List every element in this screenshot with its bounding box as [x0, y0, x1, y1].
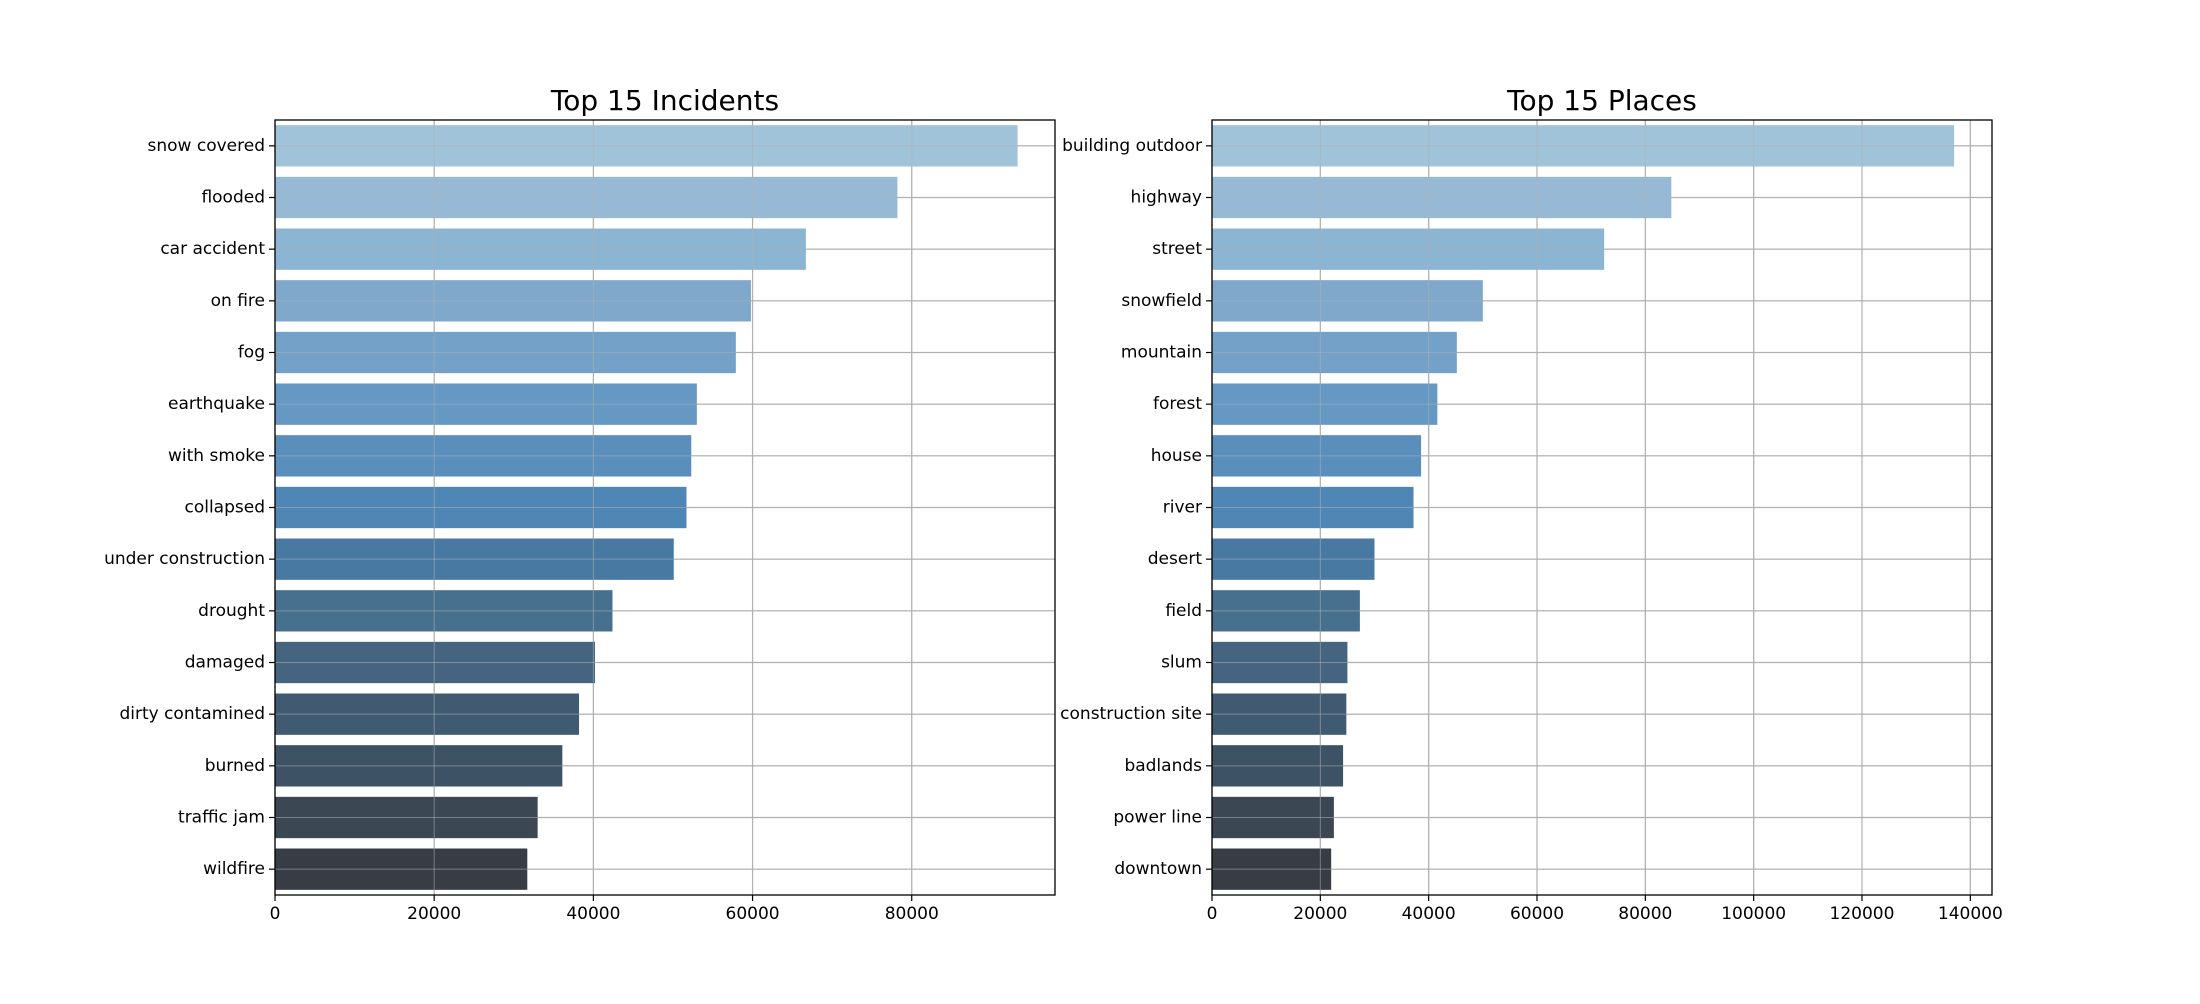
x-tick-label: 120000 — [1830, 904, 1895, 924]
category-label: badlands — [1124, 756, 1202, 776]
category-label: flooded — [201, 188, 265, 208]
category-label: damaged — [185, 653, 265, 673]
category-label: car accident — [160, 239, 265, 259]
chart-title: Top 15 Incidents — [550, 84, 779, 117]
category-label: forest — [1153, 394, 1202, 414]
category-label: house — [1151, 446, 1202, 466]
category-label: snow covered — [148, 136, 265, 156]
category-label: river — [1163, 498, 1202, 518]
chart-panel-1: snow covered flooded car accident on fire fo… — [104, 84, 1056, 924]
category-label: drought — [198, 601, 265, 621]
x-tick-label: 80000 — [1618, 904, 1672, 924]
category-label: building outdoor — [1062, 136, 1202, 156]
category-label: burned — [205, 756, 265, 776]
chart-title: Top 15 Places — [1506, 84, 1697, 117]
x-tick-label: 100000 — [1721, 904, 1786, 924]
category-label: mountain — [1121, 343, 1202, 363]
category-label: street — [1152, 239, 1202, 259]
category-label: on fire — [211, 291, 265, 311]
x-tick-label: 140000 — [1938, 904, 2003, 924]
category-label: snowfield — [1121, 291, 1202, 311]
category-label: construction site — [1060, 704, 1202, 724]
category-label: dirty contamined — [119, 704, 265, 724]
x-tick-label: 40000 — [1402, 904, 1456, 924]
x-tick-label: 0 — [270, 904, 281, 924]
x-tick-label: 20000 — [1293, 904, 1347, 924]
category-label: power line — [1113, 808, 1202, 828]
x-tick-label: 60000 — [726, 904, 780, 924]
category-label: under construction — [104, 549, 265, 569]
category-label: slum — [1161, 653, 1202, 673]
x-tick-label: 40000 — [566, 904, 620, 924]
x-tick-label: 0 — [1207, 904, 1218, 924]
category-label: wildfire — [203, 859, 265, 879]
x-tick-label: 80000 — [885, 904, 939, 924]
x-tick-label: 60000 — [1510, 904, 1564, 924]
category-label: traffic jam — [178, 808, 265, 828]
category-label: earthquake — [168, 394, 265, 414]
category-label: desert — [1148, 549, 1203, 569]
x-tick-label: 20000 — [407, 904, 461, 924]
category-label: field — [1165, 601, 1202, 621]
category-label: downtown — [1114, 859, 1202, 879]
category-label: with smoke — [168, 446, 265, 466]
category-label: collapsed — [184, 498, 265, 518]
category-label: highway — [1131, 188, 1202, 208]
category-label: fog — [238, 343, 265, 363]
chart-panel-2: building outdoor highway street snowfield mo… — [1060, 84, 2003, 924]
